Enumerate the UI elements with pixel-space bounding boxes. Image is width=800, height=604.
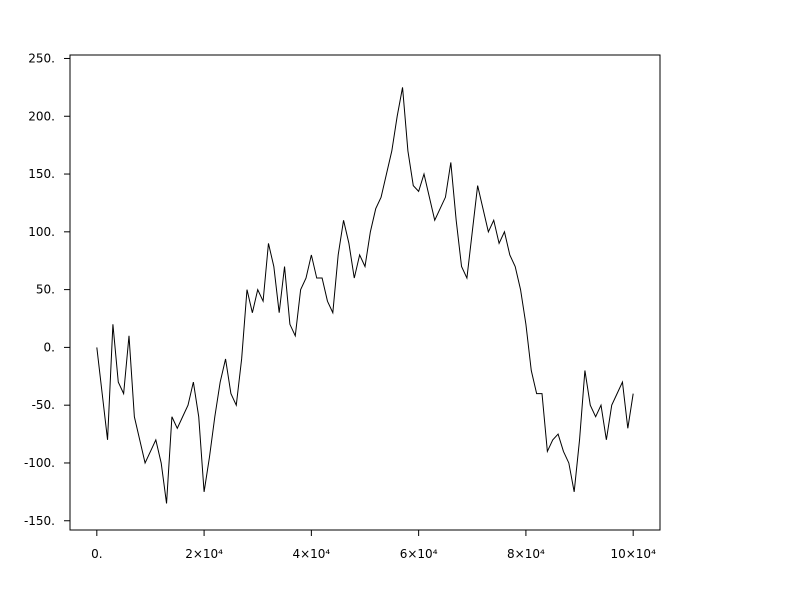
y-tick-label: -50. [32, 398, 55, 412]
x-tick-label: 0. [91, 547, 102, 561]
y-tick-label: 50. [36, 283, 55, 297]
plot-frame [69, 54, 661, 531]
x-tick-label: 2×10⁴ [185, 547, 223, 561]
y-tick-label: -100. [24, 456, 55, 470]
y-tick-label: 150. [28, 167, 55, 181]
x-tick-label: 8×10⁴ [507, 547, 545, 561]
y-tick-label: -150. [24, 514, 55, 528]
x-tick-label: 10×10⁴ [610, 547, 656, 561]
y-tick-label: 100. [28, 225, 55, 239]
x-tick-label: 4×10⁴ [292, 547, 330, 561]
x-tick-label: 6×10⁴ [400, 547, 438, 561]
y-tick-label: 0. [44, 340, 55, 354]
y-tick-label: 200. [28, 109, 55, 123]
series-line [96, 87, 634, 504]
y-tick-label: 250. [28, 51, 55, 65]
